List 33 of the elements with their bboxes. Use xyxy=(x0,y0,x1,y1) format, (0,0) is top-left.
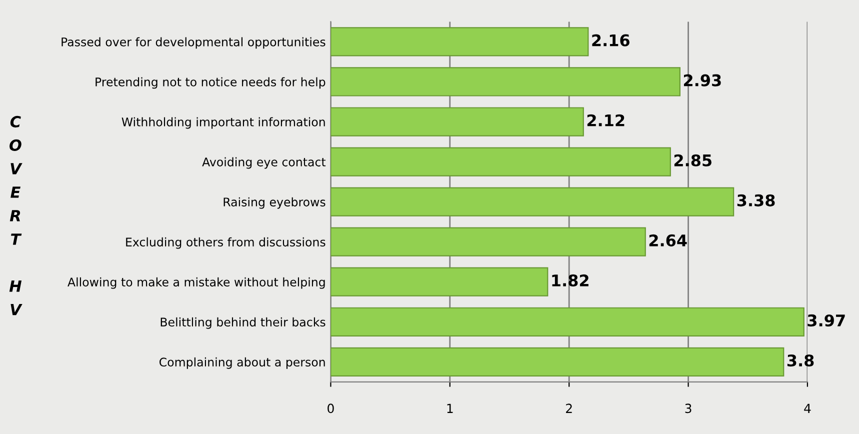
data-label: 3.97 xyxy=(808,314,845,327)
y-tick-label: Excluding others from discussions xyxy=(126,237,326,249)
x-tick-label: 4 xyxy=(804,404,811,413)
bar xyxy=(330,267,548,296)
bar xyxy=(330,227,646,256)
data-label: 1.82 xyxy=(552,274,588,286)
x-tick-label: 3 xyxy=(685,404,692,414)
data-label: 2.64 xyxy=(649,234,687,246)
bar xyxy=(330,307,804,336)
bar xyxy=(330,107,584,136)
y-tick-label: Raising eyebrows xyxy=(224,197,326,209)
bar xyxy=(330,187,734,216)
data-label: 2.16 xyxy=(592,34,630,46)
data-label: 3.8 xyxy=(787,354,814,367)
bar xyxy=(330,347,784,376)
y-tick-label: Pretending not to notice needs for help xyxy=(96,77,326,89)
x-tick-label: 0 xyxy=(328,404,334,414)
bar xyxy=(330,147,671,176)
y-tick-label: Passed over for developmental opportunities xyxy=(62,37,326,49)
y-tick-label: Allowing to make a mistake without helping xyxy=(68,277,325,289)
data-label: 3.38 xyxy=(737,194,775,206)
y-tick-label: Withholding important information xyxy=(122,117,325,129)
bar xyxy=(330,67,680,96)
y-tick-label: Complaining about a person xyxy=(160,357,325,369)
x-tick-label: 1 xyxy=(447,404,453,413)
x-tick-label: 2 xyxy=(566,404,572,413)
y-tick-label: Avoiding eye contact xyxy=(202,157,326,169)
data-label: 2.12 xyxy=(587,114,624,126)
y-tick-label: Belittling behind their backs xyxy=(160,317,326,329)
text: COVERT HV xyxy=(9,116,22,316)
data-label: 2.93 xyxy=(684,74,721,86)
data-label: 2.85 xyxy=(674,154,712,166)
bar xyxy=(330,27,589,56)
